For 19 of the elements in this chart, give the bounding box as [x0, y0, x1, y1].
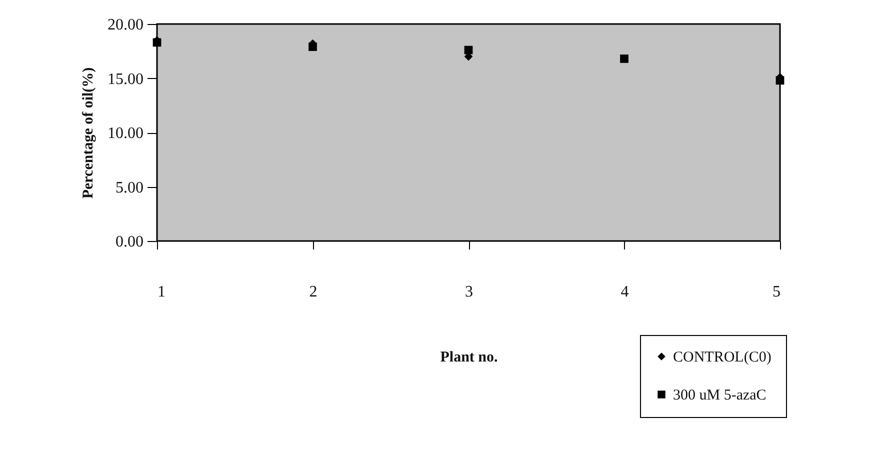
y-tick-label: 5.00: [116, 179, 144, 196]
point: [152, 38, 162, 47]
y-tick-label: 20.00: [108, 16, 144, 34]
x-tick-label: 2: [309, 284, 318, 300]
x-tick-label: 5: [772, 284, 780, 300]
x-tick-label: 4: [620, 284, 629, 300]
y-tick-label: 10.00: [108, 125, 144, 142]
y-tick-label: 0.00: [116, 234, 144, 250]
point: [464, 46, 473, 54]
x-tick-label: 1: [158, 284, 166, 300]
y-tick-label: 15.00: [108, 70, 144, 88]
x-axis-title: Plant no.: [440, 350, 498, 366]
point: [620, 54, 628, 63]
legend-label: 300 uM 5-azaC: [673, 388, 766, 404]
point: [308, 42, 317, 51]
legend-label: CONTROL(C0): [673, 350, 772, 366]
x-tick-label: 3: [465, 284, 473, 300]
point: [776, 76, 784, 85]
y-axis-title: Percentage of oil(%): [80, 67, 96, 199]
